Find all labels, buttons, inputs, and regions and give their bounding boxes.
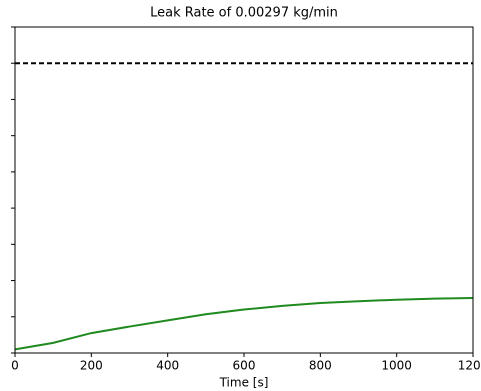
series-line	[14, 296, 474, 351]
x-tick-label: 1000	[381, 359, 412, 373]
x-tick-label: 400	[156, 359, 179, 373]
plot-frame	[14, 26, 474, 354]
x-tick-label: 1200	[458, 359, 481, 373]
chart-title: Leak Rate of 0.00297 kg/min	[150, 6, 338, 21]
x-tick-label: 0	[11, 359, 19, 373]
x-tick-label: 800	[309, 359, 332, 373]
x-tick-label: 200	[80, 359, 103, 373]
x-axis-label: Time [s]	[219, 376, 269, 390]
x-tick-label: 600	[233, 359, 256, 373]
